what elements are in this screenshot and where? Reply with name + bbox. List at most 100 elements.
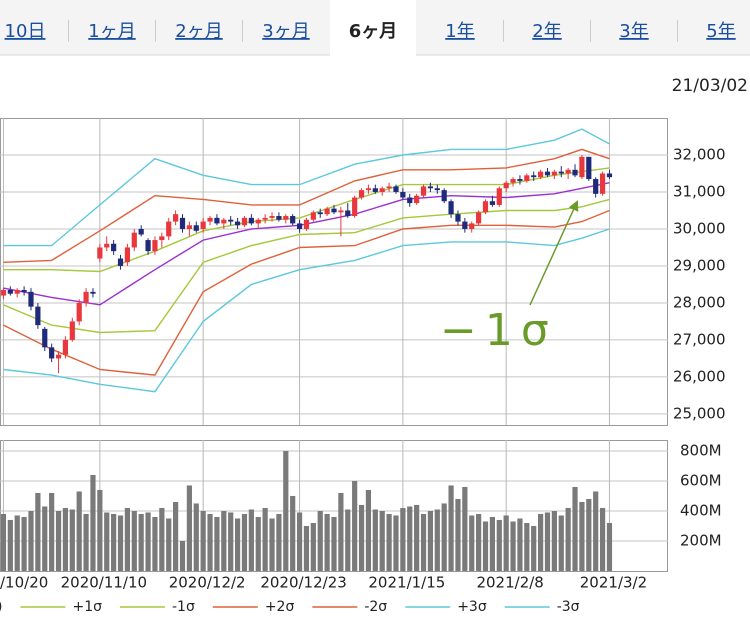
volume-bar <box>462 486 468 571</box>
candle-body <box>234 221 241 226</box>
candle-body <box>338 210 344 213</box>
tab[interactable]: 10日 <box>5 21 46 42</box>
candle-body <box>400 191 406 198</box>
band-line <box>3 148 610 263</box>
volume-bar <box>262 507 268 571</box>
candle-body <box>42 328 48 348</box>
candle-body <box>152 240 158 252</box>
volume-bar <box>0 513 7 571</box>
legend-label: -1σ <box>172 599 195 615</box>
candle-body <box>414 195 420 204</box>
volume-bar <box>207 513 213 571</box>
x-tick-label: /10/20 <box>0 574 48 592</box>
candle-body <box>21 289 27 292</box>
candle-body <box>83 291 89 303</box>
candle-body <box>269 216 275 218</box>
tab[interactable]: 2年 <box>532 21 561 42</box>
y-tick-label: 30,000 <box>673 219 726 237</box>
volume-bar <box>21 516 27 571</box>
volume-bar <box>551 510 557 571</box>
tab[interactable]: 6ヶ月 <box>349 21 398 42</box>
date: 21/03/02 <box>672 76 748 96</box>
candle-body <box>193 225 199 231</box>
candle-body <box>28 291 34 307</box>
candle-body <box>462 221 468 229</box>
volume-bar <box>365 489 372 571</box>
volume-bar <box>269 518 275 571</box>
volume-bar <box>276 513 282 571</box>
tab[interactable]: 1年 <box>445 21 474 42</box>
candle-body <box>455 214 461 222</box>
tab[interactable]: 3年 <box>619 21 648 42</box>
volume-bar <box>358 504 365 571</box>
candle-body <box>104 243 110 248</box>
volume-bar <box>290 495 296 571</box>
tab[interactable]: 5年 <box>706 21 735 42</box>
candle-body <box>579 156 585 178</box>
candle-body <box>599 173 606 194</box>
candle-body <box>476 212 482 224</box>
y-tick-label: 800M <box>680 441 722 459</box>
candle-body <box>186 225 192 229</box>
legend-label: +1σ <box>72 599 102 615</box>
candle-body <box>49 347 55 359</box>
volume-bar <box>331 516 337 571</box>
candle-body <box>496 188 502 205</box>
candle-body <box>372 188 378 192</box>
candle-body <box>303 219 310 229</box>
candle-body <box>558 171 564 174</box>
candle-body <box>262 217 268 220</box>
volume-bar <box>131 510 137 571</box>
candle-body <box>62 339 69 355</box>
legend-label: +3σ <box>457 599 487 615</box>
candle-body <box>97 247 103 259</box>
band-line <box>3 128 610 247</box>
candle-body <box>427 186 434 189</box>
volume-bar <box>593 491 599 571</box>
volume-bar <box>241 513 248 571</box>
volume-bar <box>90 474 96 571</box>
volume-bar <box>544 512 551 571</box>
volume-bar <box>200 510 206 571</box>
x-tick-label: 2021/1/15 <box>368 574 445 592</box>
band-line <box>3 182 610 306</box>
y-tick-label: 600M <box>680 471 722 489</box>
candle-body <box>551 171 557 176</box>
volume-bar <box>14 515 20 571</box>
candle-body <box>517 179 523 181</box>
volume-bar <box>558 515 564 571</box>
candle-body <box>482 201 489 213</box>
volume-bar <box>434 509 440 571</box>
volume-bar <box>228 512 234 571</box>
candle-body <box>296 223 303 229</box>
volume-bar <box>441 503 447 571</box>
candle-body <box>138 228 144 235</box>
volume-bar <box>510 521 516 571</box>
tab[interactable]: 2ヶ月 <box>175 21 222 42</box>
tab[interactable]: 1ヶ月 <box>88 21 135 42</box>
x-tick-label: 2021/3/2 <box>580 574 647 592</box>
volume-bar <box>49 492 55 571</box>
volume-bar <box>427 510 434 571</box>
volume-bar <box>537 513 544 571</box>
tab[interactable]: 3ヶ月 <box>262 21 309 42</box>
volume-bar <box>469 515 475 571</box>
volume-bar <box>76 491 82 571</box>
volume-bar <box>166 518 172 571</box>
y-tick-label: 28,000 <box>673 293 726 311</box>
volume-bar <box>565 507 571 571</box>
volume-bar <box>42 506 48 571</box>
candle-body <box>352 197 358 217</box>
candle-body <box>537 171 544 178</box>
candle-body <box>200 221 206 229</box>
candle-body <box>469 223 475 229</box>
volume-bar <box>193 503 199 571</box>
volume-bar <box>317 510 323 571</box>
candle-body <box>7 289 13 294</box>
volume-bar <box>83 513 89 571</box>
volume-bar <box>145 512 151 571</box>
volume-bar <box>414 504 420 571</box>
y-tick-label: 32,000 <box>673 145 726 163</box>
